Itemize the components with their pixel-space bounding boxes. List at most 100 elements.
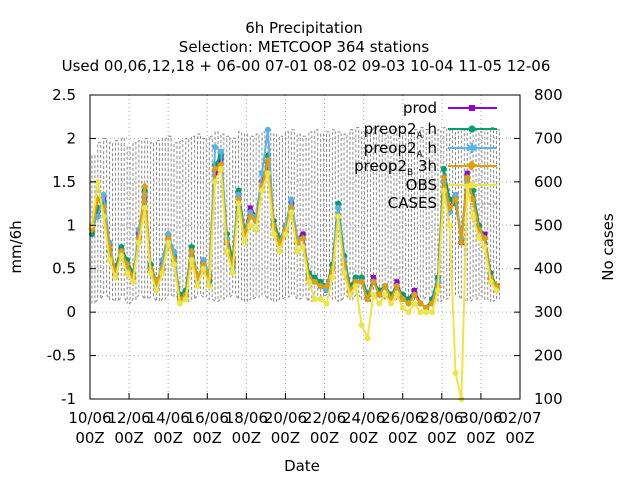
data-point xyxy=(94,178,101,185)
legend-label-preop2-b: preop2B 3h xyxy=(354,157,437,178)
x-tick-date: 30/06 xyxy=(459,409,502,427)
data-point xyxy=(188,244,195,250)
data-point xyxy=(335,204,342,211)
data-point xyxy=(481,244,488,250)
data-point xyxy=(300,231,306,237)
legend-label-cases: CASES xyxy=(388,194,437,212)
y-tick-label: -1 xyxy=(61,390,76,408)
y-tick-label: -0.5 xyxy=(47,347,76,365)
data-point xyxy=(253,226,260,233)
data-point xyxy=(235,187,242,194)
data-point xyxy=(405,309,412,316)
data-point xyxy=(287,204,295,212)
data-point xyxy=(388,300,394,307)
data-point xyxy=(317,278,324,285)
data-point xyxy=(217,160,225,169)
series-line-cases xyxy=(91,127,500,306)
data-point xyxy=(217,148,224,155)
data-point xyxy=(212,178,219,185)
data-point xyxy=(329,274,336,281)
data-point xyxy=(487,278,494,285)
data-point xyxy=(434,287,441,294)
data-point xyxy=(311,296,318,303)
data-point xyxy=(423,309,430,316)
y2-axis-ticks: 800 700 600 500 400 300 200 100 xyxy=(514,86,563,408)
legend-label-prod: prod xyxy=(403,99,437,117)
data-point xyxy=(247,209,254,216)
data-point xyxy=(322,282,331,290)
data-point xyxy=(440,173,448,182)
data-point xyxy=(176,300,183,307)
data-point xyxy=(106,257,113,264)
x-axis-label: Date xyxy=(284,457,320,475)
data-point xyxy=(358,322,365,329)
data-point xyxy=(370,291,377,298)
x-tick-date: 22/06 xyxy=(303,409,346,427)
cases-series xyxy=(91,127,500,306)
legend-marker-preop2-b xyxy=(466,160,477,171)
y-tick-label: 2.5 xyxy=(52,86,76,104)
data-point xyxy=(352,274,359,281)
data-point xyxy=(212,144,219,151)
data-point xyxy=(264,126,271,133)
data-point xyxy=(464,170,470,176)
data-point xyxy=(171,261,178,268)
data-point xyxy=(100,191,107,198)
data-point xyxy=(118,244,125,250)
data-point xyxy=(94,213,101,220)
data-point xyxy=(452,369,459,376)
data-point xyxy=(323,287,330,294)
data-point xyxy=(259,170,265,177)
data-point xyxy=(381,282,389,290)
x-tick-hour: 00Z xyxy=(153,429,182,447)
data-point xyxy=(422,304,430,312)
data-point xyxy=(341,270,348,277)
data-point xyxy=(124,270,131,277)
y2-tick-label: 200 xyxy=(534,347,563,365)
data-point xyxy=(246,213,254,221)
data-point xyxy=(199,260,207,268)
data-point xyxy=(188,247,196,255)
data-point xyxy=(165,230,172,237)
y-tick-label: 1.5 xyxy=(52,173,76,191)
x-tick-hour: 00Z xyxy=(349,429,378,447)
data-point xyxy=(394,279,400,285)
y-tick-label: 2 xyxy=(66,129,76,147)
x-tick-hour: 00Z xyxy=(232,429,261,447)
data-point xyxy=(305,278,312,285)
data-point xyxy=(100,213,107,220)
data-point xyxy=(235,200,242,207)
x-tick-hour: 00Z xyxy=(271,429,300,447)
data-point xyxy=(141,182,149,190)
data-point xyxy=(235,191,242,198)
data-point xyxy=(323,300,330,307)
y2-tick-label: 600 xyxy=(534,173,563,191)
y-axis-ticks: 2.5 2 1.5 1 0.5 0 -0.5 -1 xyxy=(47,86,96,408)
x-axis-ticks: 10/0600Z12/0600Z14/0600Z16/0600Z18/0600Z… xyxy=(68,393,542,447)
data-point xyxy=(411,287,417,293)
data-point xyxy=(346,291,353,298)
legend-marker-prod xyxy=(469,105,475,111)
data-point xyxy=(493,287,500,294)
data-point xyxy=(317,282,325,290)
data-point xyxy=(469,195,477,203)
data-point xyxy=(364,335,371,342)
data-point xyxy=(364,295,372,303)
y2-axis-label: No cases xyxy=(599,213,617,281)
data-point xyxy=(294,248,301,255)
data-point xyxy=(416,299,424,307)
data-point xyxy=(370,274,376,280)
data-point xyxy=(451,195,460,203)
data-point xyxy=(352,278,360,286)
data-point xyxy=(300,244,307,250)
data-point xyxy=(264,170,271,177)
y-tick-label: 0.5 xyxy=(52,260,76,278)
data-point xyxy=(463,173,471,182)
y2-tick-label: 800 xyxy=(534,86,563,104)
data-point xyxy=(452,191,459,198)
y2-tick-label: 500 xyxy=(534,216,563,234)
data-point xyxy=(118,252,125,259)
data-point xyxy=(235,195,243,203)
data-point xyxy=(223,248,230,255)
